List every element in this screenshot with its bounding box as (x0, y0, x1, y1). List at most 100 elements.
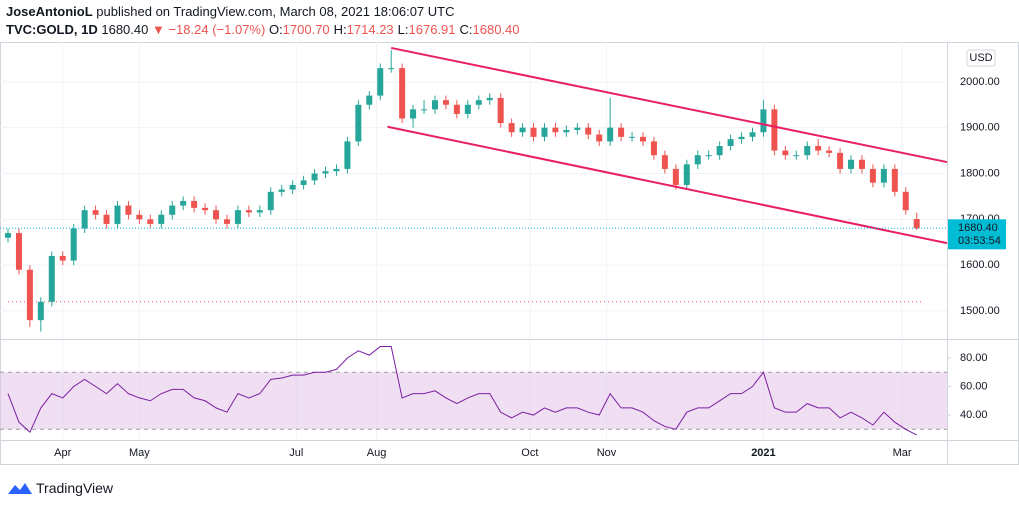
candle-body (15, 233, 22, 270)
candle-body (705, 155, 712, 157)
candle-body (158, 214, 165, 224)
candle-body (344, 141, 351, 169)
candle-body (771, 109, 778, 151)
candle-body (442, 100, 449, 105)
candle-body (760, 109, 767, 133)
x-tick-label: Nov (597, 447, 617, 459)
currency: USD (969, 52, 992, 64)
candle-body (278, 189, 285, 192)
candle-body (716, 146, 723, 156)
candle-body (453, 104, 460, 114)
footer: TradingView (8, 480, 113, 496)
trend-line (387, 125, 948, 245)
currency-box (966, 49, 996, 67)
candle-body (891, 168, 898, 192)
x-tick-label: Mar (893, 447, 912, 459)
candle-body (464, 104, 471, 114)
candle-body (541, 127, 548, 137)
published: published on TradingView.com, March 08, … (96, 4, 455, 19)
candle-body (300, 180, 307, 185)
candle-body (727, 139, 734, 147)
candle-body (114, 205, 121, 224)
candle-body (629, 136, 636, 138)
x-tick-label: 2021 (751, 447, 775, 459)
candle-body (431, 100, 438, 110)
candle-body (333, 168, 340, 172)
candle-body (618, 127, 625, 137)
candle-body (366, 95, 373, 105)
ohlc-key: O: (268, 22, 283, 37)
candle-body (793, 155, 800, 157)
candle-body (37, 301, 44, 321)
x-tick-label: Oct (521, 447, 538, 459)
candle-body (585, 127, 592, 135)
candle-body (880, 168, 887, 183)
candle-body (848, 159, 855, 169)
candle-body (530, 127, 537, 137)
rsi-band (0, 372, 947, 430)
candle-body (421, 109, 428, 111)
ohlc-value: 1714.23 (346, 22, 394, 37)
candle-body (552, 127, 559, 133)
candle-body (59, 255, 66, 261)
y-tick-label: 1600.00 (960, 259, 1000, 271)
candle-body (191, 200, 198, 208)
candle-body (508, 123, 515, 133)
header: JoseAntonioL published on TradingView.co… (6, 3, 524, 39)
candle-body (826, 150, 833, 153)
last: 1680.40 (101, 22, 149, 37)
ohlc-key: L: (397, 22, 409, 37)
candle-body (147, 219, 154, 224)
candle-body (475, 100, 482, 105)
candle-body (650, 141, 657, 156)
y-tick-label: 1500.00 (960, 305, 1000, 317)
candle-body (399, 68, 406, 119)
candle-body (913, 219, 920, 229)
x-tick-label: May (129, 447, 150, 459)
ohlc-value: 1676.91 (408, 22, 456, 37)
last-price-box (948, 219, 1006, 250)
candle-body (497, 97, 504, 124)
candle-body (289, 184, 296, 190)
trend-line (390, 46, 948, 164)
ohlc-key: H: (333, 22, 347, 37)
candle-body (5, 233, 11, 238)
ohlc: O:1700.70 H:1714.23 L:1676.91 C:1680.40 (269, 22, 524, 37)
publish-line: JoseAntonioL published on TradingView.co… (6, 3, 524, 21)
candle-body (672, 168, 679, 185)
candle-body (103, 214, 110, 224)
candle-body (837, 152, 844, 169)
ohlc-value: 1680.40 (472, 22, 520, 37)
candle-body (213, 210, 220, 220)
candle-body (169, 205, 176, 215)
x-tick-label: Jul (289, 447, 303, 459)
chart: Apr May Jul Aug Oct Nov 2021 Mar 1500.00 1600.00 1… (0, 42, 1019, 465)
candle-body (70, 228, 77, 261)
candle-body (661, 155, 668, 169)
candle-body (815, 146, 822, 151)
candle-body (388, 68, 395, 70)
symbol: TVC:GOLD, 1D (6, 22, 98, 37)
y-tick-label: 1800.00 (960, 167, 1000, 179)
candle-body (749, 132, 756, 137)
candle-body (519, 127, 526, 133)
candle-body (26, 269, 33, 321)
candle-body (223, 219, 230, 224)
candle-body (81, 210, 88, 229)
candle-body (869, 168, 876, 183)
quote-line: TVC:GOLD, 1D 1680.40 ▼ −18.24 (−1.07%) O… (6, 21, 524, 39)
candle-body (804, 146, 811, 156)
candle-body (596, 134, 603, 142)
candle-body (234, 210, 241, 224)
candle-body (574, 127, 581, 130)
y-tick-label: 1900.00 (960, 122, 1000, 134)
y-tick-label: 40.00 (960, 409, 988, 421)
candle-body (377, 68, 384, 96)
candle-body (486, 97, 493, 101)
candle-body (858, 159, 865, 169)
x-tick-label: Apr (54, 447, 71, 459)
candle-body (311, 173, 318, 181)
countdown: 03:53:54 (958, 235, 1001, 247)
candle-body (782, 150, 789, 156)
